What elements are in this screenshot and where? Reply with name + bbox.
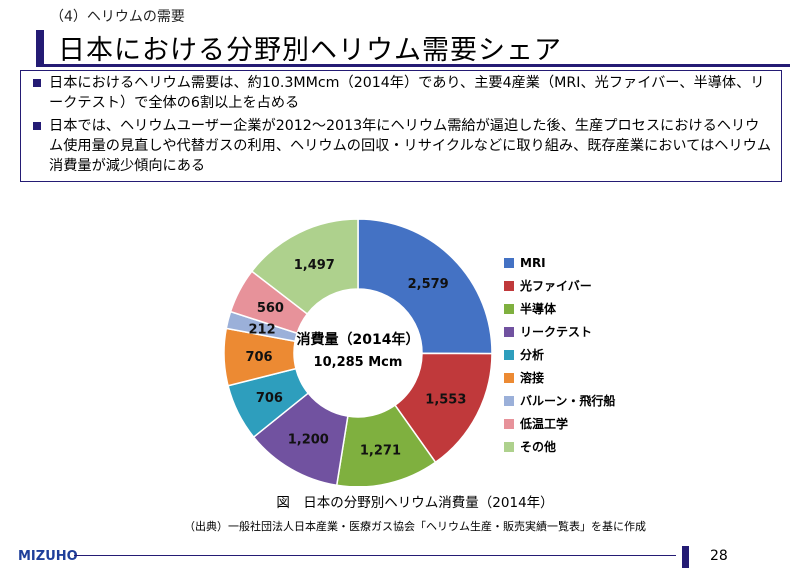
legend-item-4: 分析	[504, 343, 615, 366]
page-number-bar	[682, 546, 689, 568]
legend-label: 分析	[520, 348, 545, 362]
mizuho-logo: MIZUHO	[18, 549, 78, 564]
legend-item-7: 低温工学	[504, 412, 615, 435]
legend-swatch	[504, 280, 514, 291]
slice-label-8: 1,497	[294, 258, 335, 273]
legend-swatch	[504, 349, 514, 360]
donut-slice-8	[250, 218, 359, 316]
slice-label-2: 1,271	[360, 443, 401, 458]
legend-item-1: 光ファイバー	[504, 274, 615, 297]
bullet-square-icon	[29, 122, 49, 130]
slice-label-1: 1,553	[425, 393, 466, 408]
legend-label: 低温工学	[520, 417, 569, 431]
slice-label-5: 706	[245, 350, 272, 365]
center-value: 10,285 Mcm	[314, 355, 403, 370]
page-number: 28	[710, 548, 728, 564]
slice-label-0: 2,579	[408, 277, 449, 292]
slice-label-3: 1,200	[288, 433, 329, 448]
legend-item-8: その他	[504, 435, 615, 458]
legend-swatch	[504, 441, 514, 452]
title-underline	[36, 64, 790, 67]
legend-item-6: バルーン・飛行船	[504, 389, 615, 412]
legend-swatch	[504, 372, 514, 383]
legend-label: バルーン・飛行船	[520, 394, 616, 408]
donut-slice-0	[357, 218, 493, 355]
bullet-box: 日本におけるヘリウム需要は、約10.3MMcm（2014年）であり、主要4産業（…	[20, 70, 782, 182]
donut-chart: 2,579 1,553 1,271 1,200 706 706 212 560 1,497 消費…	[223, 218, 493, 486]
legend-swatch	[504, 326, 514, 337]
bullet-item: 日本では、ヘリウムユーザー企業が2012～2013年にヘリウム需給が逼迫した後、…	[29, 116, 773, 176]
bullet-square-icon	[29, 79, 49, 87]
source-note: （出典）一般社団法人日本産業・医療ガス協会「ヘリウム生産・販売実績一覧表」を基に…	[184, 520, 646, 533]
chart-legend: MRI 光ファイバー 半導体リークテスト 分析溶接バルーン・飛行船 低温工学その他	[504, 251, 615, 458]
slice-label-4: 706	[256, 391, 283, 406]
bullet-text: 日本では、ヘリウムユーザー企業が2012～2013年にヘリウム需給が逼迫した後、…	[49, 118, 772, 174]
legend-item-3: リークテスト	[504, 320, 615, 343]
legend-item-5: 溶接	[504, 366, 615, 389]
legend-item-0: MRI	[504, 251, 615, 274]
legend-label: 光ファイバー	[520, 279, 592, 293]
slide-subtitle: （4）ヘリウムの需要	[50, 9, 185, 25]
slide-title: 日本における分野別ヘリウム需要シェア	[58, 35, 562, 66]
legend-label: その他	[520, 440, 557, 454]
slice-label-6: 212	[248, 323, 275, 338]
legend-label: 半導体	[520, 302, 557, 316]
bullet-text: 日本におけるヘリウム需要は、約10.3MMcm（2014年）であり、主要4産業（…	[49, 75, 765, 111]
legend-label: MRI	[520, 255, 546, 270]
slice-label-7: 560	[257, 301, 284, 316]
title-accent-bar	[36, 30, 44, 64]
legend-item-2: 半導体	[504, 297, 615, 320]
center-label: 消費量（2014年）	[297, 331, 420, 348]
legend-swatch	[504, 303, 514, 314]
footer-rule	[74, 555, 676, 556]
legend-label: リークテスト	[520, 325, 593, 339]
figure-caption: 図 日本の分野別ヘリウム消費量（2014年）	[276, 495, 554, 511]
legend-swatch	[504, 257, 514, 268]
legend-swatch	[504, 418, 514, 429]
bullet-item: 日本におけるヘリウム需要は、約10.3MMcm（2014年）であり、主要4産業（…	[29, 73, 773, 113]
legend-label: 溶接	[520, 371, 545, 385]
legend-swatch	[504, 395, 514, 406]
